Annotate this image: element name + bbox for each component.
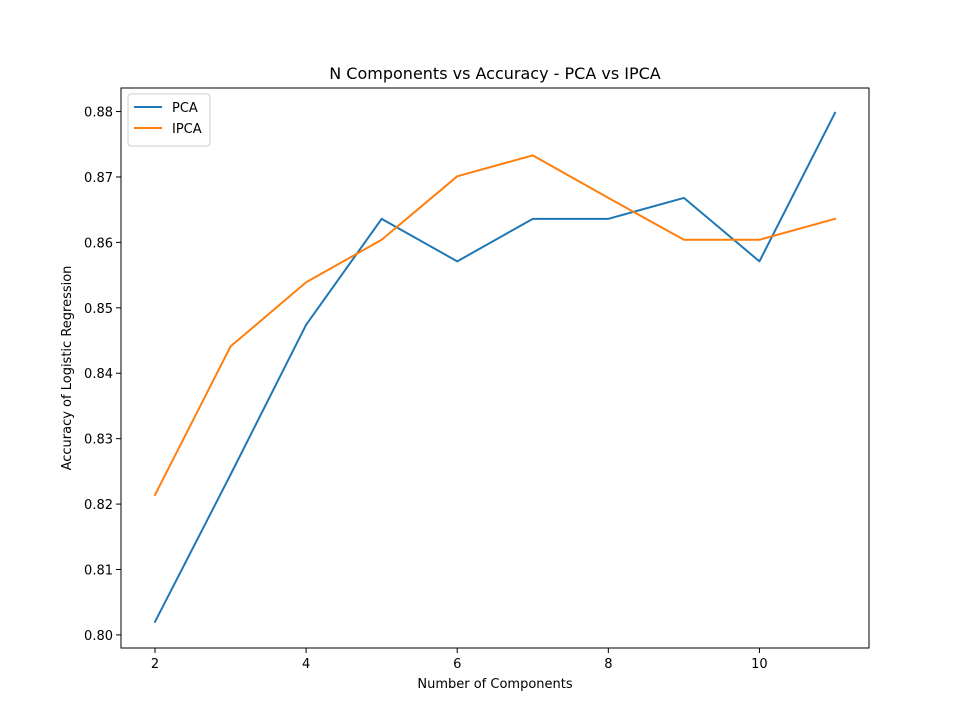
y-tick-label: 0.87 <box>84 171 113 186</box>
x-tick-label: 2 <box>151 657 159 672</box>
y-tick-label: 0.88 <box>84 106 113 121</box>
legend-label-ipca: IPCA <box>172 122 202 137</box>
x-tick-label: 8 <box>604 657 612 672</box>
y-tick-label: 0.81 <box>84 563 113 578</box>
legend-label-pca: PCA <box>172 101 198 116</box>
x-tick-label: 10 <box>751 657 768 672</box>
y-tick-label: 0.83 <box>84 433 113 448</box>
series-line-ipca <box>153 154 837 497</box>
series-lines <box>153 111 837 624</box>
y-tick-label: 0.82 <box>84 498 113 513</box>
x-tick-label: 4 <box>302 657 310 672</box>
y-tick-label: 0.85 <box>84 302 113 317</box>
x-axis-label: Number of Components <box>417 677 572 692</box>
x-tick-label: 6 <box>453 657 461 672</box>
y-tick-label: 0.86 <box>84 236 113 251</box>
y-tick-label: 0.80 <box>84 629 113 644</box>
y-axis-label: Accuracy of Logistic Regression <box>60 266 75 471</box>
chart-title: N Components vs Accuracy - PCA vs IPCA <box>329 64 661 83</box>
y-tick-label: 0.84 <box>84 367 113 382</box>
legend: PCA IPCA <box>127 93 211 147</box>
axis-ticks: 2 4 6 8 10 0.80 0.81 0.82 0.83 0.84 0.85 0.86 0.87 0.… <box>84 106 768 672</box>
series-line-pca <box>153 111 837 624</box>
plot-area-frame <box>120 87 870 649</box>
